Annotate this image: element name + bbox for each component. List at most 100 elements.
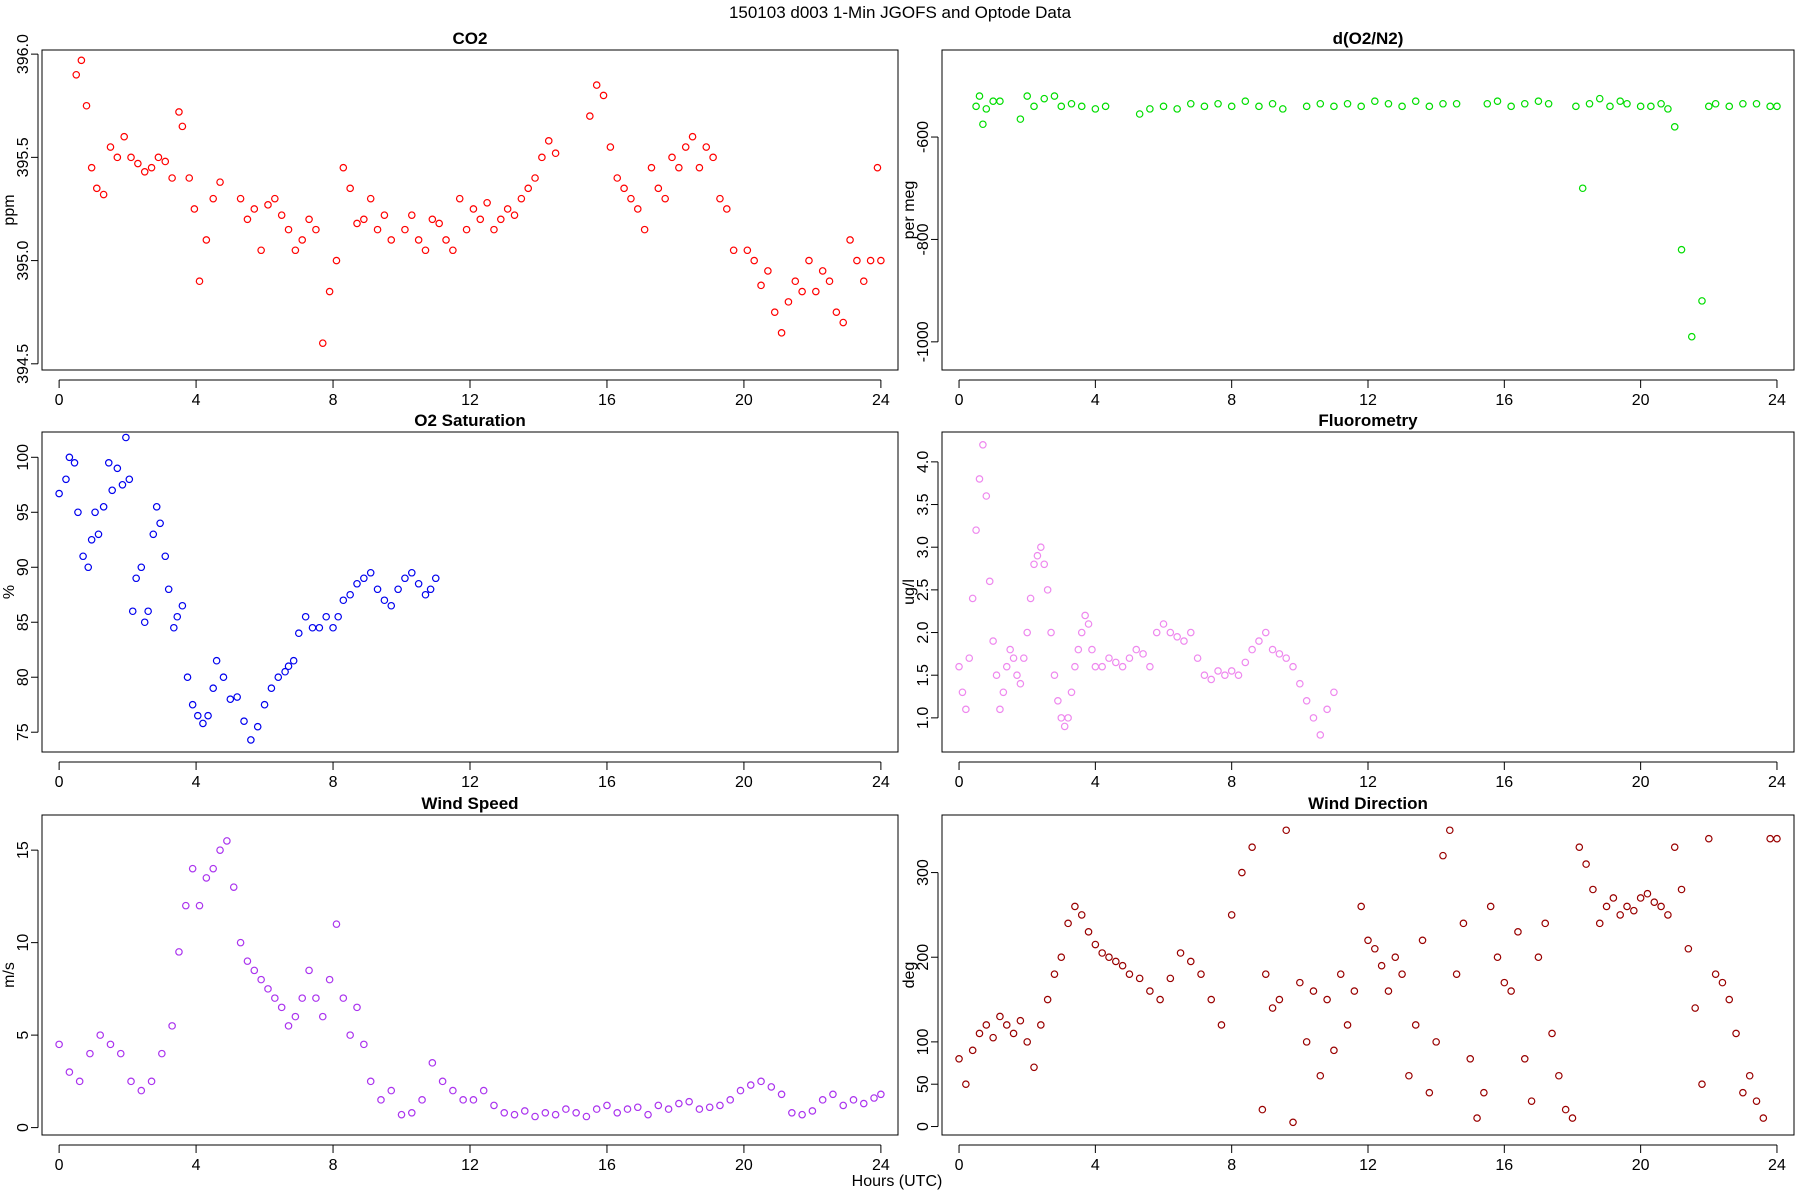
data-point [812, 287, 820, 296]
data-point [84, 563, 93, 572]
data-point [1534, 953, 1543, 962]
data-point [1081, 611, 1089, 620]
data-point [1064, 714, 1072, 722]
data-point [551, 149, 560, 158]
data-point [1166, 974, 1175, 983]
data-point [380, 211, 389, 219]
data-point [1002, 1021, 1011, 1029]
data-point [623, 1105, 632, 1113]
data-point [168, 174, 176, 182]
data-point [866, 256, 875, 265]
x-tick-label: 16 [598, 1157, 616, 1174]
panel-d-o2-n2: d(O2/N2) 0 4 8 12 16 20 24 -1000 -800 -600 per meg [901, 29, 1795, 409]
data-point [1258, 1105, 1267, 1114]
data-point [640, 225, 649, 234]
plot-frame [941, 814, 1795, 1136]
data-point [312, 225, 320, 234]
data-point [426, 585, 435, 594]
data-point [315, 623, 324, 632]
data-point [156, 519, 164, 528]
data-point [613, 1109, 622, 1117]
data-point [627, 194, 635, 203]
data-point [1568, 1114, 1577, 1122]
data-point [271, 994, 279, 1002]
y-tick-label: -1000 [915, 321, 932, 362]
data-point [1043, 995, 1052, 1004]
data-point [613, 174, 622, 182]
data-point [791, 277, 800, 286]
x-axis: 0 4 8 12 16 20 24 [55, 761, 890, 791]
data-point [204, 711, 212, 720]
data-point [62, 475, 70, 484]
data-point [1023, 92, 1031, 100]
data-point [127, 153, 135, 162]
x-tick-label: 16 [1495, 1157, 1513, 1174]
data-point [140, 618, 149, 627]
data-point [1725, 102, 1734, 111]
data-point [170, 623, 178, 632]
y-tick-label: 2.0 [915, 621, 932, 643]
x-tick-label: 24 [1768, 392, 1786, 409]
data-point [284, 1022, 293, 1030]
data-point [182, 901, 190, 910]
panel-o2-saturation: O2 Saturation 0 4 8 12 16 20 24 75 80 85 90 95 100% [1, 411, 899, 791]
data-point [366, 568, 375, 577]
y-tick-label: -800 [915, 223, 932, 255]
data-point [808, 1107, 817, 1115]
data-point [1520, 99, 1529, 108]
x-tick-label: 0 [55, 774, 64, 791]
data-point [644, 1110, 652, 1119]
data-point [989, 637, 997, 645]
data-point [1732, 1029, 1740, 1038]
data-point [322, 612, 330, 621]
data-point [1439, 851, 1447, 860]
x-tick-label: 0 [955, 1157, 964, 1174]
data-point [633, 205, 642, 213]
data-point [975, 475, 984, 483]
data-point [55, 1040, 63, 1049]
data-point [1657, 99, 1665, 108]
x-tick-label: 8 [329, 1157, 338, 1174]
data-point [449, 246, 457, 255]
data-point [1507, 102, 1515, 111]
data-point [1405, 1071, 1413, 1080]
data-point [152, 502, 161, 511]
data-point [1173, 632, 1181, 641]
data-point [161, 157, 170, 166]
data-point [853, 256, 861, 265]
data-point [1691, 1004, 1699, 1012]
data-point [1643, 889, 1652, 898]
data-point [1112, 957, 1120, 966]
data-point [360, 574, 368, 583]
data-point [77, 56, 86, 65]
data-point [158, 1049, 166, 1058]
data-point [972, 526, 980, 534]
data-point [681, 143, 690, 151]
data-point [260, 700, 269, 709]
x-tick-label: 20 [1632, 774, 1650, 791]
data-point [877, 256, 885, 265]
data-point [1064, 919, 1072, 928]
data-point [250, 966, 259, 975]
data-point [633, 1103, 642, 1112]
data-point [1483, 99, 1492, 108]
data-point [1176, 949, 1185, 957]
data-point [173, 612, 182, 621]
data-point [1500, 978, 1509, 987]
data-point [75, 1077, 84, 1086]
data-point [1067, 688, 1076, 697]
series-points [55, 433, 440, 744]
data-point [277, 211, 286, 219]
data-point [70, 458, 79, 467]
data-point [620, 184, 628, 193]
data-point [185, 174, 194, 182]
y-axis-label: % [1, 585, 18, 599]
x-tick-label: 4 [1091, 392, 1100, 409]
data-point [1534, 97, 1543, 106]
panel-wind-direction: Wind Direction 0 4 8 12 16 20 24 0 50 100 200 300 deg [901, 794, 1795, 1174]
x-tick-label: 0 [55, 1157, 64, 1174]
data-point [183, 673, 192, 682]
data-point [979, 440, 987, 449]
panel-title: Fluorometry [1318, 411, 1418, 430]
x-tick-label: 8 [329, 392, 338, 409]
